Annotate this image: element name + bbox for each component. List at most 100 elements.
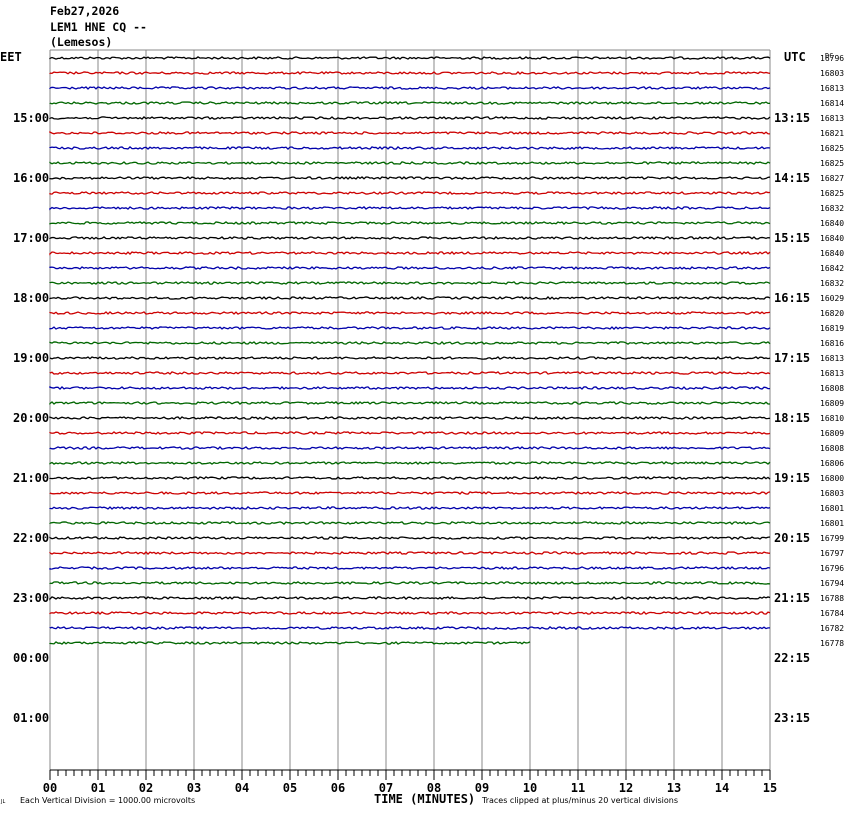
seismic-trace — [49, 401, 771, 405]
seismic-trace — [49, 101, 771, 105]
dc-value: 16840 — [820, 219, 844, 228]
dc-value: 16782 — [820, 624, 844, 633]
dc-value: 16794 — [820, 579, 844, 588]
seismic-trace — [49, 416, 771, 420]
seismic-trace — [49, 206, 771, 211]
dc-value: 16825 — [820, 144, 844, 153]
utc-hour-label: 22:15 — [774, 651, 810, 665]
dc-value: 16832 — [820, 204, 844, 213]
seismic-trace — [49, 461, 771, 465]
x-tick-label: 04 — [235, 781, 249, 795]
seismic-trace — [49, 56, 771, 60]
x-tick-label: 08 — [427, 781, 441, 795]
dc-value: 16801 — [820, 504, 844, 513]
dc-value: 16813 — [820, 369, 844, 378]
left-axis-label: EET — [0, 50, 22, 64]
eet-hour-label: 18:00 — [13, 291, 49, 305]
seismic-trace — [49, 116, 771, 120]
eet-hour-label: 17:00 — [13, 231, 49, 245]
right-axis-label: UTC — [784, 50, 806, 64]
dc-value: 16796 — [820, 564, 844, 573]
seismic-trace — [49, 281, 771, 285]
x-axis: 00 01 02 03 04 05 06 07 08 09 10 11 12 13 14 15 — [43, 769, 777, 795]
utc-hour-label: 20:15 — [774, 531, 810, 545]
seismic-trace — [49, 191, 771, 195]
dc-value: 16808 — [820, 444, 844, 453]
dc-value: 16803 — [820, 69, 844, 78]
dc-value: 16801 — [820, 519, 844, 528]
dc-value: 16800 — [820, 474, 844, 483]
x-tick-label: 00 — [43, 781, 57, 795]
seismic-trace — [49, 386, 771, 391]
header-station: LEM1 HNE CQ -- — [50, 20, 147, 34]
seismic-trace — [49, 445, 771, 450]
dc-value: 16825 — [820, 189, 844, 198]
x-axis-title: TIME (MINUTES) — [374, 792, 475, 806]
dc-value: 16825 — [820, 159, 844, 168]
seismic-trace — [49, 536, 771, 540]
seismic-trace — [49, 371, 771, 375]
dc-value: 16796 — [820, 54, 844, 63]
seismic-trace — [49, 86, 771, 90]
seismic-trace — [49, 251, 771, 256]
seismic-trace — [49, 626, 771, 631]
x-tick-label: 11 — [571, 781, 585, 795]
dc-value: 16809 — [820, 399, 844, 408]
dc-value: 16819 — [820, 324, 844, 333]
seismic-trace — [49, 266, 771, 270]
x-tick-label: 07 — [379, 781, 393, 795]
grid — [49, 49, 771, 770]
label-group: 15:00 16:00 17:00 18:00 19:00 20:00 21:00 22:00… — [13, 111, 810, 725]
seismic-trace — [49, 311, 771, 315]
dc-value: 16816 — [820, 339, 844, 348]
utc-hour-label: 23:15 — [774, 711, 810, 725]
dc-value: 16813 — [820, 84, 844, 93]
dc-value: 16832 — [820, 279, 844, 288]
dc-value: 16797 — [820, 549, 844, 558]
seismic-trace — [49, 341, 771, 345]
dc-value: 16788 — [820, 594, 844, 603]
seismic-trace — [49, 521, 771, 525]
dc-value: 16784 — [820, 609, 844, 618]
seismic-trace — [49, 581, 771, 585]
dc-value: 16813 — [820, 354, 844, 363]
dc-value: 16778 — [820, 639, 844, 648]
x-tick-label: 09 — [475, 781, 489, 795]
header-date: Feb27,2026 — [50, 4, 120, 18]
seismic-trace — [49, 146, 771, 150]
dc-value: 16803 — [820, 489, 844, 498]
seismic-trace — [49, 236, 771, 240]
corner-mark: JL — [0, 799, 5, 805]
eet-hour-label: 21:00 — [13, 471, 49, 485]
dc-value: 16821 — [820, 129, 844, 138]
seismic-trace — [49, 641, 531, 645]
seismic-trace — [49, 431, 771, 435]
dc-value: 16840 — [820, 249, 844, 258]
trace-group: 16796 16803 16813 16814 16813 16821 16825 16825… — [49, 54, 844, 648]
dc-value: 16840 — [820, 234, 844, 243]
eet-hour-label: 01:00 — [13, 711, 49, 725]
seismic-trace — [49, 506, 771, 510]
seismic-trace — [49, 296, 771, 300]
x-tick-label: 06 — [331, 781, 345, 795]
seismic-trace — [49, 131, 771, 135]
eet-hour-label: 00:00 — [13, 651, 49, 665]
eet-hour-label: 15:00 — [13, 111, 49, 125]
eet-hour-label: 16:00 — [13, 171, 49, 185]
dc-value: 16810 — [820, 414, 844, 423]
seismic-trace — [49, 161, 771, 165]
seismic-trace — [49, 611, 771, 616]
footer-right-note: Traces clipped at plus/minus 20 vertical… — [481, 796, 678, 805]
x-tick-label: 01 — [91, 781, 105, 795]
utc-hour-label: 19:15 — [774, 471, 810, 485]
x-tick-label: 03 — [187, 781, 201, 795]
footer-left-note: Each Vertical Division = 1000.00 microvo… — [20, 796, 195, 805]
utc-hour-label: 21:15 — [774, 591, 810, 605]
dc-value: 16813 — [820, 114, 844, 123]
x-tick-label: 14 — [715, 781, 729, 795]
seismic-trace — [49, 326, 771, 330]
eet-hour-label: 23:00 — [13, 591, 49, 605]
x-tick-label: 13 — [667, 781, 681, 795]
dc-value: 16809 — [820, 429, 844, 438]
